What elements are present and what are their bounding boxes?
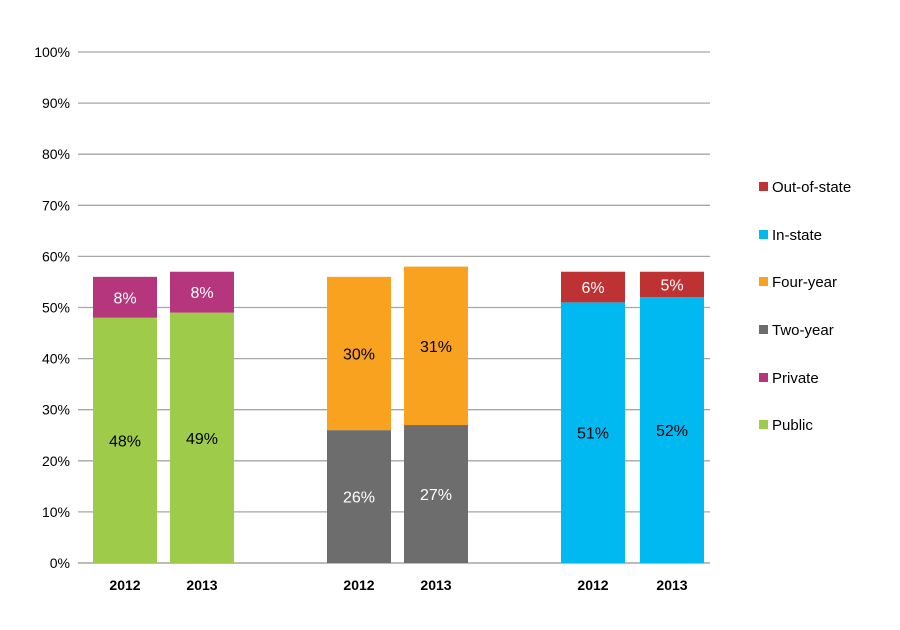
y-tick-label: 70% xyxy=(42,197,70,213)
legend-label: Two-year xyxy=(772,322,834,339)
x-tick-label: 2012 xyxy=(577,577,608,593)
y-tick-label: 10% xyxy=(42,504,70,520)
data-label: 31% xyxy=(420,339,452,356)
bar-segment xyxy=(640,297,704,563)
bar-segment xyxy=(93,317,157,563)
legend-swatch xyxy=(759,230,768,239)
y-tick-label: 60% xyxy=(42,248,70,264)
y-tick-label: 80% xyxy=(42,146,70,162)
bar-segment xyxy=(404,425,468,563)
y-tick-label: 50% xyxy=(42,300,70,316)
y-tick-label: 40% xyxy=(42,351,70,367)
data-label: 52% xyxy=(656,423,688,440)
x-tick-label: 2012 xyxy=(343,577,374,593)
y-tick-label: 0% xyxy=(50,555,70,571)
data-label: 8% xyxy=(113,290,136,307)
legend-swatch xyxy=(759,325,768,334)
bar-segment xyxy=(561,271,625,303)
bar-segment xyxy=(561,302,625,563)
bar-segment xyxy=(640,271,704,298)
bar-segment xyxy=(170,312,234,563)
data-label: 51% xyxy=(577,426,609,443)
data-label: 30% xyxy=(343,346,375,363)
y-tick-label: 20% xyxy=(42,453,70,469)
x-tick-label: 2012 xyxy=(109,577,140,593)
bar-segment xyxy=(327,430,391,563)
legend-swatch xyxy=(759,420,768,429)
bar-segment xyxy=(404,266,468,426)
legend-label: Out-of-state xyxy=(772,179,851,196)
data-label: 49% xyxy=(186,431,218,448)
legend-label: Public xyxy=(772,417,813,434)
legend-swatch xyxy=(759,182,768,191)
y-tick-label: 100% xyxy=(34,44,70,60)
legend-label: Four-year xyxy=(772,274,837,291)
data-label: 8% xyxy=(190,285,213,302)
data-label: 27% xyxy=(420,487,452,504)
x-tick-label: 2013 xyxy=(420,577,451,593)
x-tick-label: 2013 xyxy=(186,577,217,593)
legend-swatch xyxy=(759,277,768,286)
data-label: 6% xyxy=(581,280,604,297)
data-label: 5% xyxy=(660,278,683,295)
x-tick-label: 2013 xyxy=(656,577,687,593)
legend-label: In-state xyxy=(772,227,822,244)
bar-segment xyxy=(170,271,234,313)
y-tick-label: 90% xyxy=(42,95,70,111)
data-label: 48% xyxy=(109,433,141,450)
bar-segment xyxy=(93,276,157,318)
legend-label: Private xyxy=(772,370,819,387)
data-label: 26% xyxy=(343,490,375,507)
legend-swatch xyxy=(759,373,768,382)
y-tick-label: 30% xyxy=(42,402,70,418)
bar-segment xyxy=(327,276,391,431)
